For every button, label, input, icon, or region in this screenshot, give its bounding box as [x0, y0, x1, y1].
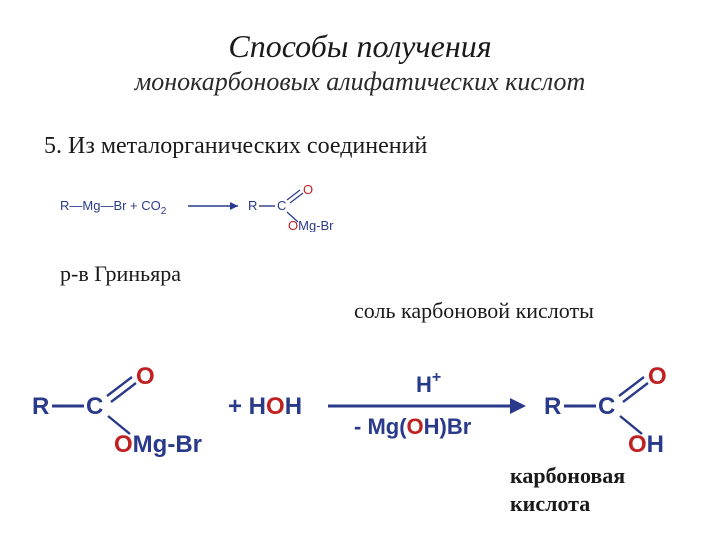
- r2-left-R: R: [32, 393, 49, 420]
- main-title: Способы получения: [0, 0, 720, 65]
- r2-right-C: C: [598, 393, 615, 420]
- acid-l1: карбоновая: [510, 463, 625, 488]
- r1-prod-C: C: [277, 198, 286, 213]
- r2-rdbl1: [619, 377, 644, 396]
- r1-reactants: R—Mg—Br + CO2: [60, 198, 167, 217]
- r2-left-o-top: O: [136, 363, 155, 390]
- r2-left-C: C: [86, 393, 103, 420]
- label-salt: соль карбоновой кислоты: [354, 298, 594, 324]
- r2-arrow-bottom: - Mg(OH)Br: [354, 414, 472, 439]
- r2-left-o-bot: OMg-Br: [114, 431, 202, 458]
- r2-right-R: R: [544, 393, 561, 420]
- r2-arrow-top: H+: [416, 369, 441, 397]
- r1-o-bottom: OMg-Br: [288, 218, 334, 232]
- r2-ldbl2: [111, 383, 136, 402]
- r2-arrow-head: [510, 398, 526, 414]
- label-carboxylic-acid: карбоновая кислота: [510, 462, 625, 517]
- r2-rdbl2: [623, 383, 648, 402]
- r2-right-o-bot: OH: [628, 431, 664, 458]
- r2-right-o-top: O: [648, 363, 667, 390]
- reaction-1-grignard: R—Mg—Br + CO2 R C O OMg-Br: [60, 182, 720, 237]
- r1-prod-R: R: [248, 198, 257, 213]
- subtitle: монокарбоновых алифатических кислот: [0, 67, 720, 97]
- acid-l2: кислота: [510, 491, 590, 516]
- label-grignard: р-в Гриньяра: [60, 261, 720, 287]
- r1-dbl2: [290, 193, 303, 203]
- r1-arrow-head: [230, 202, 238, 210]
- r2-plus-hoh: + HOH: [228, 393, 302, 420]
- reaction-2-hydrolysis: R C O OMg-Br + HOH H+ - Mg(OH)Br R C O O…: [28, 362, 708, 463]
- r2-ldbl1: [107, 377, 132, 396]
- method-heading: 5. Из металорганических соединений: [44, 133, 720, 160]
- r1-o-top: O: [303, 182, 313, 197]
- r1-dbl1: [287, 190, 300, 200]
